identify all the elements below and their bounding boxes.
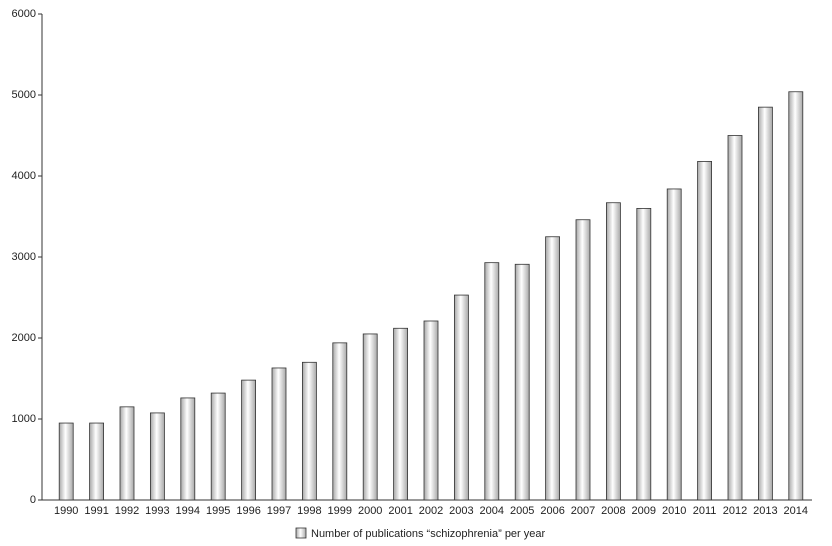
bar bbox=[758, 106, 773, 501]
x-tick-label: 1992 bbox=[115, 505, 139, 517]
x-tick-label: 1995 bbox=[206, 505, 230, 517]
y-tick-label: 1000 bbox=[12, 413, 36, 425]
x-tick-label: 2005 bbox=[510, 505, 534, 517]
x-tick-label: 1990 bbox=[54, 505, 78, 517]
bar bbox=[636, 207, 652, 501]
bar bbox=[362, 333, 378, 501]
x-tick-label: 2006 bbox=[540, 505, 564, 517]
bar bbox=[271, 367, 287, 501]
bar bbox=[453, 294, 469, 501]
bar bbox=[301, 361, 317, 501]
y-tick-label: 4000 bbox=[12, 170, 36, 182]
bar bbox=[89, 422, 104, 501]
x-tick-label: 2009 bbox=[632, 505, 656, 517]
x-tick-label: 1994 bbox=[176, 505, 200, 517]
x-tick-label: 1998 bbox=[297, 505, 321, 517]
bar bbox=[514, 263, 530, 501]
y-tick-label: 2000 bbox=[12, 332, 36, 344]
y-tick-label: 6000 bbox=[12, 8, 36, 20]
x-tick-label: 1991 bbox=[84, 505, 108, 517]
bar bbox=[180, 397, 196, 501]
bar bbox=[666, 188, 682, 501]
x-tick-label: 1997 bbox=[267, 505, 291, 517]
x-tick-label: 2008 bbox=[601, 505, 625, 517]
y-tick-label: 0 bbox=[30, 494, 36, 506]
x-tick-label: 1996 bbox=[236, 505, 260, 517]
y-tick-label: 3000 bbox=[12, 251, 36, 263]
x-tick-label: 2000 bbox=[358, 505, 382, 517]
x-tick-label: 2007 bbox=[571, 505, 595, 517]
legend-label: Number of publications “schizophrenia” p… bbox=[311, 528, 546, 540]
bar bbox=[484, 262, 500, 501]
x-tick-label: 2004 bbox=[480, 505, 504, 517]
bar bbox=[788, 91, 804, 501]
legend-swatch bbox=[295, 527, 307, 539]
bar bbox=[575, 219, 591, 501]
bar bbox=[119, 406, 135, 501]
bar bbox=[727, 135, 743, 501]
bar bbox=[332, 342, 348, 501]
x-tick-label: 2010 bbox=[662, 505, 686, 517]
bar bbox=[697, 161, 712, 501]
x-tick-label: 2003 bbox=[449, 505, 473, 517]
x-tick-label: 1999 bbox=[328, 505, 352, 517]
x-tick-label: 2012 bbox=[723, 505, 747, 517]
x-tick-label: 1993 bbox=[145, 505, 169, 517]
y-tick-label: 5000 bbox=[12, 89, 36, 101]
bar bbox=[393, 327, 409, 501]
bar bbox=[423, 320, 439, 501]
bar bbox=[210, 392, 226, 501]
x-tick-label: 2014 bbox=[784, 505, 808, 517]
x-tick-label: 2011 bbox=[693, 505, 717, 517]
bar bbox=[241, 379, 257, 501]
bar bbox=[58, 422, 74, 501]
x-tick-label: 2013 bbox=[753, 505, 777, 517]
bar bbox=[149, 412, 165, 501]
bar bbox=[545, 236, 560, 501]
bar bbox=[606, 202, 621, 501]
x-tick-label: 2001 bbox=[388, 505, 412, 517]
x-tick-label: 2002 bbox=[419, 505, 443, 517]
